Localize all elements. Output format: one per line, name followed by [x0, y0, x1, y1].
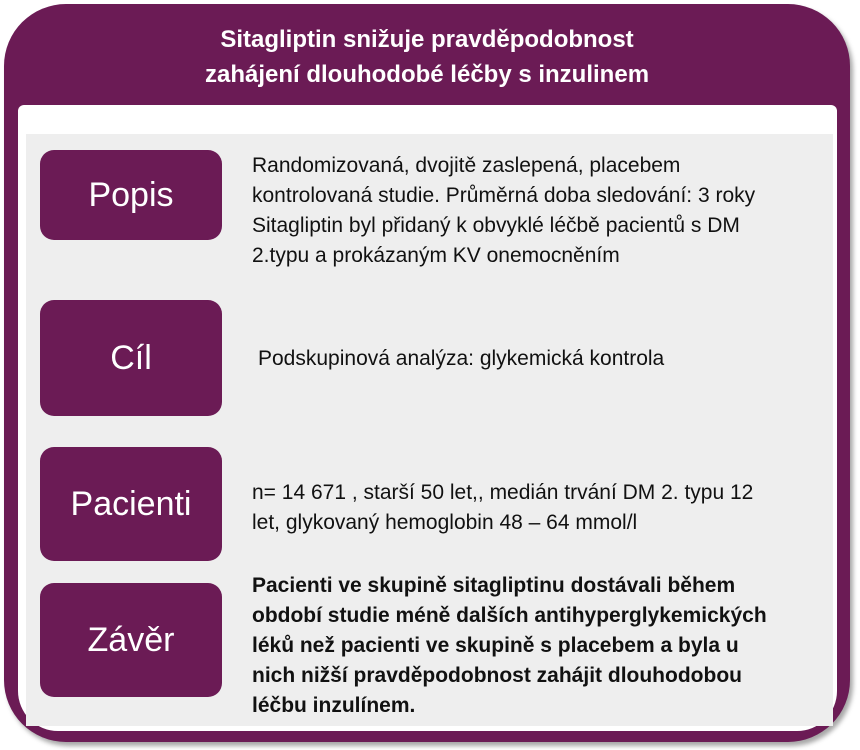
description-zaver: Pacienti ve skupině sitagliptinu dostáva… [252, 571, 822, 721]
title-line-1: Sitagliptin snižuje pravděpodobnost [220, 26, 634, 53]
label-pacienti: Pacienti [40, 447, 222, 561]
text-line: léčbu inzulínem. [252, 694, 416, 717]
description-popis: Randomizovaná, dvojitě zaslepená, placeb… [252, 151, 822, 271]
description-pacienti: n= 14 671 , starší 50 let,, medián trván… [252, 478, 822, 538]
label-zaver: Závěr [40, 583, 222, 697]
text-line: kontrolovaná studie. Průměrná doba sledo… [252, 184, 756, 207]
text-line: let, glykovaný hemoglobin 48 – 64 mmol/l [252, 511, 638, 534]
text-line: Pacienti ve skupině sitagliptinu dostáva… [252, 574, 736, 597]
text-line: léků než pacienti ve skupině s placebem … [252, 634, 739, 657]
text-line: období studie méně dalších antihyperglyk… [252, 604, 767, 627]
page-title: Sitagliptin snižuje pravděpodobnost zahá… [4, 22, 850, 92]
text-line: n= 14 671 , starší 50 let,, medián trván… [252, 481, 754, 504]
text-line: 2.typu a prokázaným KV onemocněním [252, 244, 620, 267]
label-cil: Cíl [40, 300, 222, 416]
text-line: Podskupinová analýza: glykemická kontrol… [258, 347, 665, 370]
description-cil: Podskupinová analýza: glykemická kontrol… [258, 344, 828, 374]
text-line: Sitagliptin byl přidaný k obvyklé léčbě … [252, 214, 740, 237]
text-line: Randomizovaná, dvojitě zaslepená, placeb… [252, 154, 681, 177]
text-line: nich nižší pravděpodobnost zahájit dlouh… [252, 664, 742, 687]
title-line-2: zahájení dlouhodobé léčby s inzulinem [204, 61, 650, 88]
label-popis: Popis [40, 150, 222, 240]
